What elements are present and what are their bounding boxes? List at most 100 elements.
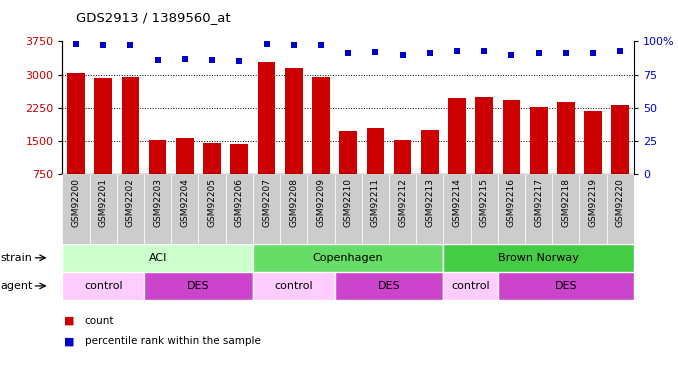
- Point: [71, 41, 81, 47]
- Point: [261, 41, 272, 47]
- Text: GSM92219: GSM92219: [589, 178, 597, 227]
- Point: [207, 57, 218, 63]
- Text: Brown Norway: Brown Norway: [498, 253, 579, 263]
- Text: ACI: ACI: [148, 253, 167, 263]
- Bar: [584, 111, 602, 174]
- Bar: [62, 272, 144, 300]
- Text: GSM92204: GSM92204: [180, 178, 189, 227]
- Point: [98, 42, 108, 48]
- Text: DES: DES: [555, 281, 577, 291]
- Bar: [580, 174, 607, 244]
- Text: DES: DES: [378, 281, 400, 291]
- Text: Copenhagen: Copenhagen: [313, 253, 384, 263]
- Bar: [62, 174, 89, 244]
- Bar: [475, 97, 493, 174]
- Point: [615, 48, 626, 54]
- Bar: [121, 77, 139, 174]
- Text: control: control: [452, 281, 490, 291]
- Bar: [498, 272, 634, 300]
- Bar: [471, 174, 498, 244]
- Bar: [443, 244, 634, 272]
- Bar: [394, 140, 412, 174]
- Bar: [144, 174, 172, 244]
- Bar: [253, 244, 443, 272]
- Point: [152, 57, 163, 63]
- Text: GSM92212: GSM92212: [398, 178, 407, 227]
- Text: percentile rank within the sample: percentile rank within the sample: [85, 336, 260, 346]
- Text: ■: ■: [64, 336, 75, 346]
- Bar: [612, 105, 629, 174]
- Text: GSM92200: GSM92200: [71, 178, 81, 227]
- Bar: [530, 107, 548, 174]
- Bar: [117, 174, 144, 244]
- Point: [397, 52, 408, 58]
- Point: [315, 42, 326, 48]
- Bar: [285, 68, 302, 174]
- Bar: [226, 174, 253, 244]
- Point: [479, 48, 490, 54]
- Text: GDS2913 / 1389560_at: GDS2913 / 1389560_at: [76, 11, 231, 24]
- Point: [452, 48, 462, 54]
- Bar: [334, 174, 362, 244]
- Text: GSM92216: GSM92216: [507, 178, 516, 227]
- Text: GSM92210: GSM92210: [344, 178, 353, 227]
- Text: GSM92218: GSM92218: [561, 178, 570, 227]
- Bar: [203, 143, 221, 174]
- Bar: [607, 174, 634, 244]
- Bar: [253, 174, 280, 244]
- Text: GSM92203: GSM92203: [153, 178, 162, 227]
- Text: GSM92213: GSM92213: [425, 178, 435, 227]
- Bar: [498, 174, 525, 244]
- Bar: [199, 174, 226, 244]
- Bar: [253, 272, 334, 300]
- Text: GSM92208: GSM92208: [290, 178, 298, 227]
- Bar: [62, 244, 253, 272]
- Text: GSM92206: GSM92206: [235, 178, 244, 227]
- Text: GSM92220: GSM92220: [616, 178, 625, 227]
- Bar: [258, 62, 275, 174]
- Bar: [148, 140, 167, 174]
- Bar: [367, 128, 384, 174]
- Text: GSM92207: GSM92207: [262, 178, 271, 227]
- Point: [342, 50, 354, 56]
- Bar: [94, 78, 112, 174]
- Text: GSM92215: GSM92215: [480, 178, 489, 227]
- Point: [180, 56, 191, 62]
- Bar: [144, 272, 253, 300]
- Point: [533, 50, 544, 56]
- Bar: [448, 98, 466, 174]
- Bar: [525, 174, 553, 244]
- Bar: [312, 77, 330, 174]
- Text: control: control: [84, 281, 123, 291]
- Point: [506, 52, 517, 58]
- Text: GSM92217: GSM92217: [534, 178, 543, 227]
- Bar: [389, 174, 416, 244]
- Bar: [362, 174, 389, 244]
- Bar: [172, 174, 199, 244]
- Bar: [307, 174, 334, 244]
- Point: [588, 50, 599, 56]
- Bar: [416, 174, 443, 244]
- Text: strain: strain: [1, 253, 33, 263]
- Text: count: count: [85, 316, 115, 326]
- Point: [125, 42, 136, 48]
- Point: [561, 50, 572, 56]
- Text: GSM92209: GSM92209: [317, 178, 325, 227]
- Text: GSM92214: GSM92214: [452, 178, 462, 227]
- Bar: [176, 138, 194, 174]
- Bar: [334, 272, 443, 300]
- Bar: [67, 73, 85, 174]
- Bar: [339, 131, 357, 174]
- Point: [234, 58, 245, 64]
- Text: ■: ■: [64, 316, 75, 326]
- Bar: [443, 272, 498, 300]
- Point: [370, 49, 381, 55]
- Bar: [557, 102, 575, 174]
- Text: GSM92202: GSM92202: [126, 178, 135, 227]
- Point: [424, 50, 435, 56]
- Text: control: control: [275, 281, 313, 291]
- Bar: [553, 174, 580, 244]
- Bar: [443, 174, 471, 244]
- Bar: [231, 144, 248, 174]
- Bar: [89, 174, 117, 244]
